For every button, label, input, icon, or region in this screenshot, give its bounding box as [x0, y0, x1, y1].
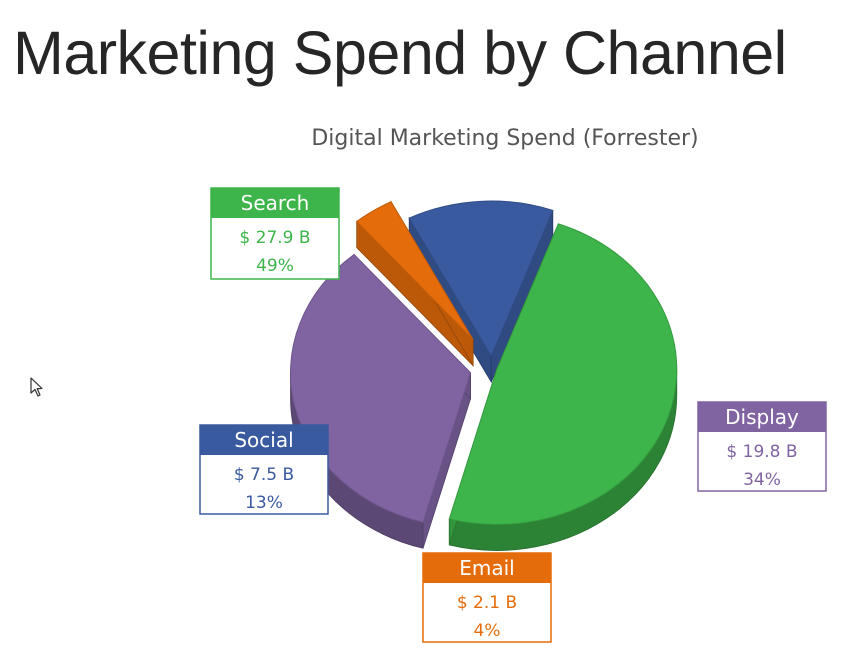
mouse-cursor-icon	[30, 377, 43, 397]
slice-social	[408, 200, 554, 358]
data-label-percent-email: 4%	[474, 621, 501, 641]
data-label-value-search: $ 27.9 B	[239, 228, 310, 248]
data-label-category-display: Display	[725, 405, 799, 429]
data-label-value-display: $ 19.8 B	[726, 442, 797, 462]
pie-sides	[290, 200, 678, 551]
data-label-value-email: $ 2.1 B	[457, 593, 517, 613]
slice-display	[290, 253, 472, 523]
pie-tops	[290, 200, 678, 525]
data-label-header-social	[200, 425, 328, 455]
data-label-category-email: Email	[459, 556, 515, 580]
data-label-value-social: $ 7.5 B	[234, 465, 294, 485]
pie-labels: Search $ 27.9 B 49% Display $ 19.8 B 34% Email…	[199, 187, 827, 643]
data-label-display: Display $ 19.8 B 34%	[697, 401, 827, 492]
data-label-category-social: Social	[234, 428, 293, 452]
data-label-header-display	[698, 402, 826, 432]
data-label-header-email	[423, 553, 551, 583]
slice-email	[355, 201, 474, 341]
data-label-social: Social $ 7.5 B 13%	[199, 424, 329, 515]
data-label-percent-social: 13%	[245, 493, 283, 513]
chart-title: Digital Marketing Spend (Forrester)	[311, 126, 698, 151]
data-label-percent-display: 34%	[743, 470, 781, 490]
slide-title: Marketing Spend by Channel	[13, 19, 787, 87]
data-label-category-search: Search	[241, 191, 310, 215]
slice-search	[448, 223, 678, 525]
data-label-search: Search $ 27.9 B 49%	[210, 187, 340, 280]
data-label-email: Email $ 2.1 B 4%	[422, 552, 552, 643]
data-label-header-search	[211, 188, 339, 218]
data-label-percent-search: 49%	[256, 256, 294, 276]
